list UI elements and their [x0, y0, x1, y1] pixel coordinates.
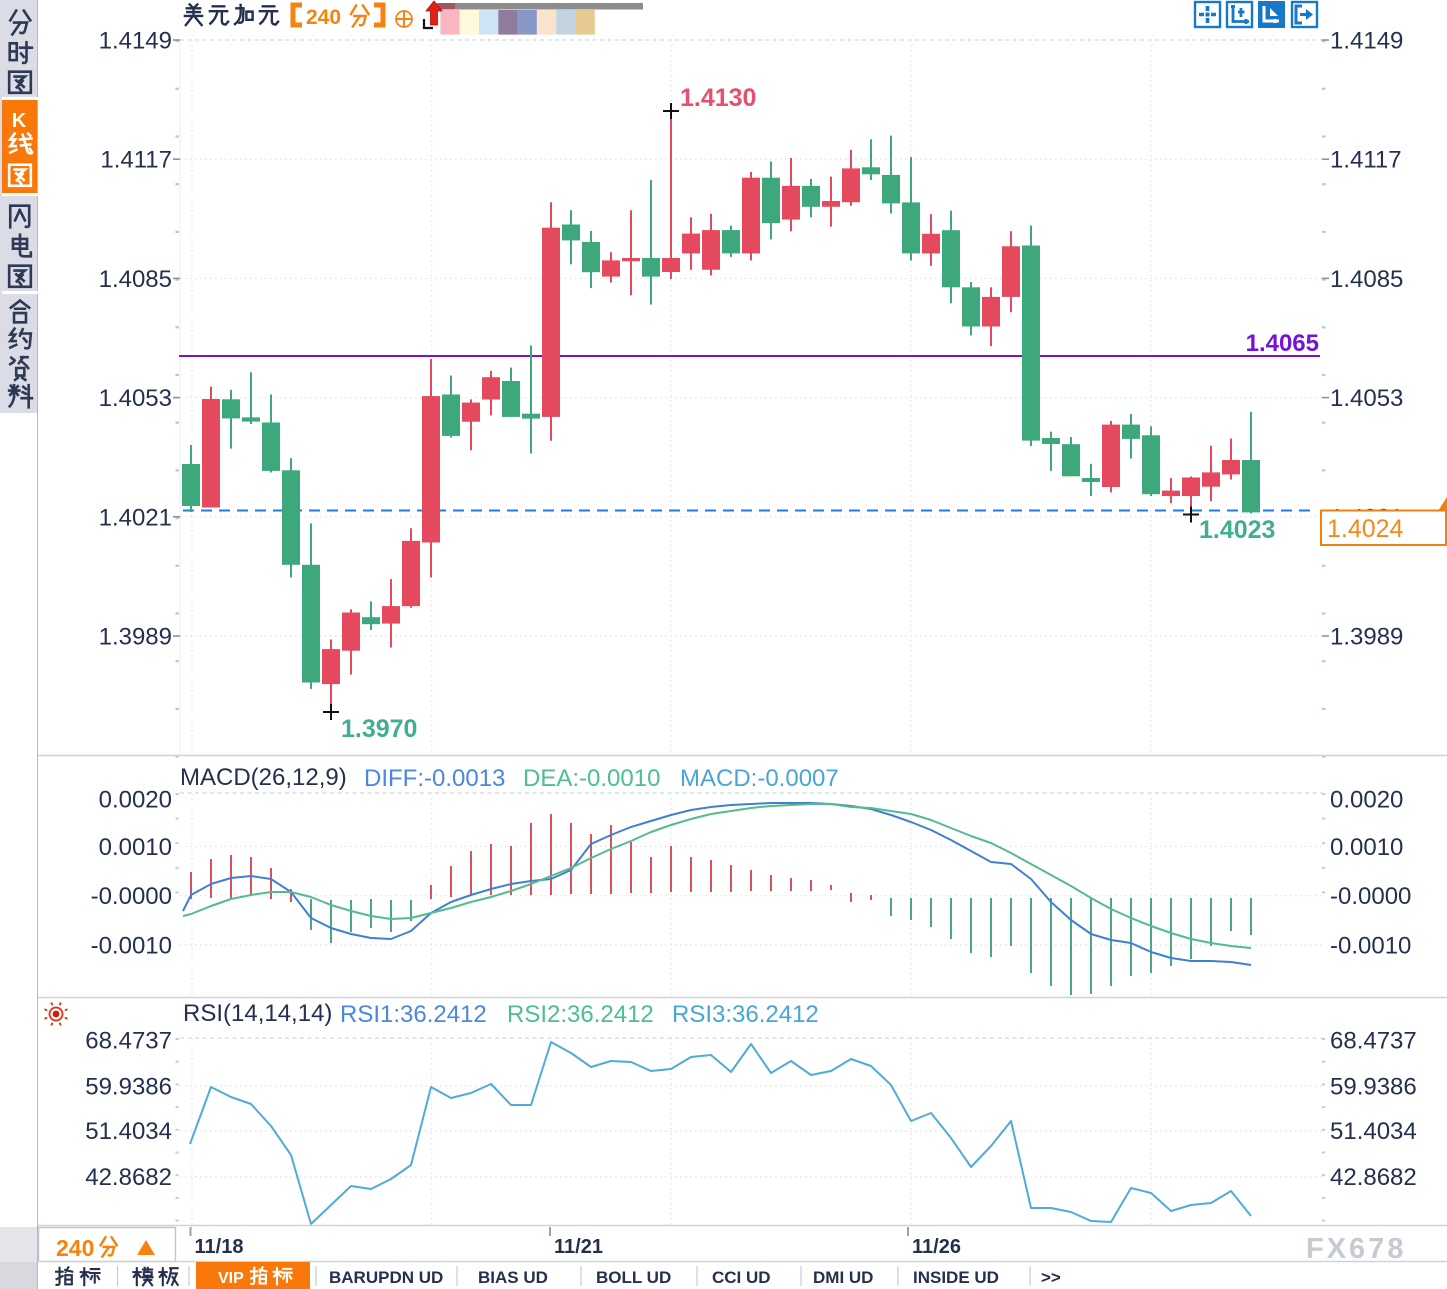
svg-text:DIFF:-0.0013: DIFF:-0.0013 [364, 765, 505, 792]
svg-text:59.9386: 59.9386 [1330, 1074, 1417, 1101]
svg-text:1.3989: 1.3989 [99, 624, 172, 651]
svg-text:59.9386: 59.9386 [85, 1074, 172, 1101]
svg-text:1.3970: 1.3970 [341, 715, 417, 743]
svg-text:1.3989: 1.3989 [1330, 624, 1403, 651]
svg-text:MACD:-0.0007: MACD:-0.0007 [680, 765, 839, 792]
svg-text:K: K [12, 110, 27, 132]
svg-text:RSI1:36.2412: RSI1:36.2412 [340, 1001, 487, 1028]
svg-text:DEA:-0.0010: DEA:-0.0010 [523, 765, 660, 792]
svg-text:-0.0000: -0.0000 [1330, 883, 1411, 910]
svg-text:0.0010: 0.0010 [1330, 834, 1403, 861]
svg-text:51.4034: 51.4034 [85, 1118, 172, 1145]
svg-text:VIP: VIP [218, 1270, 244, 1287]
svg-text:1.4130: 1.4130 [680, 84, 756, 112]
svg-text:1.4149: 1.4149 [99, 28, 172, 55]
svg-text:1.4053: 1.4053 [1330, 385, 1403, 412]
svg-text:BARUPDN UD: BARUPDN UD [329, 1268, 443, 1287]
svg-text:0.0020: 0.0020 [99, 787, 172, 814]
svg-text:INSIDE UD: INSIDE UD [913, 1268, 999, 1287]
svg-text:RSI2:36.2412: RSI2:36.2412 [507, 1001, 654, 1028]
svg-text:11/21: 11/21 [554, 1236, 603, 1258]
svg-text:51.4034: 51.4034 [1330, 1118, 1417, 1145]
svg-text:1.4117: 1.4117 [100, 147, 172, 174]
svg-text:>>: >> [1041, 1268, 1061, 1287]
svg-text:-0.0010: -0.0010 [1330, 933, 1411, 960]
svg-text:42.8682: 42.8682 [1330, 1164, 1417, 1191]
svg-text:DMI UD: DMI UD [813, 1268, 873, 1287]
svg-text:11/26: 11/26 [912, 1236, 961, 1258]
svg-text:240: 240 [306, 6, 341, 29]
svg-text:CCI UD: CCI UD [712, 1268, 771, 1287]
svg-text:-0.0010: -0.0010 [91, 933, 172, 960]
svg-text:BIAS UD: BIAS UD [478, 1268, 548, 1287]
svg-text:0.0020: 0.0020 [1330, 787, 1403, 814]
svg-text:1.4053: 1.4053 [99, 385, 172, 412]
svg-text:1.4149: 1.4149 [1330, 28, 1403, 55]
svg-text:1.4024: 1.4024 [1327, 515, 1404, 543]
svg-text:1.4021: 1.4021 [99, 504, 172, 531]
svg-text:11/18: 11/18 [195, 1236, 244, 1258]
svg-text:1.4117: 1.4117 [1330, 147, 1402, 174]
svg-text:1.4065: 1.4065 [1246, 330, 1319, 357]
svg-text:RSI3:36.2412: RSI3:36.2412 [672, 1001, 819, 1028]
svg-text:0.0010: 0.0010 [99, 834, 172, 861]
svg-text:68.4737: 68.4737 [85, 1028, 172, 1055]
svg-text:240: 240 [56, 1235, 94, 1261]
svg-text:MACD(26,12,9): MACD(26,12,9) [180, 764, 347, 791]
svg-text:68.4737: 68.4737 [1330, 1028, 1417, 1055]
svg-text:1.4085: 1.4085 [99, 266, 172, 293]
svg-text:-0.0000: -0.0000 [91, 883, 172, 910]
svg-text:42.8682: 42.8682 [85, 1164, 172, 1191]
svg-text:1.4023: 1.4023 [1199, 516, 1275, 544]
svg-text:1.4085: 1.4085 [1330, 266, 1403, 293]
svg-text:FX678: FX678 [1306, 1233, 1406, 1265]
svg-text:RSI(14,14,14): RSI(14,14,14) [183, 1000, 332, 1027]
svg-text:BOLL UD: BOLL UD [596, 1268, 671, 1287]
